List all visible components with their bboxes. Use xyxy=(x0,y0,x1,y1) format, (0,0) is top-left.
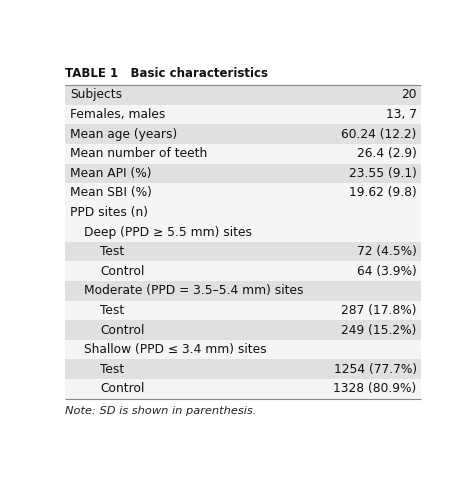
Bar xyxy=(65,359,421,379)
Text: Control: Control xyxy=(100,382,145,395)
Text: 64 (3.9%): 64 (3.9%) xyxy=(357,265,417,278)
Text: Mean SBI (%): Mean SBI (%) xyxy=(70,186,152,199)
Text: TABLE 1   Basic characteristics: TABLE 1 Basic characteristics xyxy=(65,67,268,80)
Bar xyxy=(65,340,421,359)
Bar xyxy=(65,242,421,262)
Bar xyxy=(65,203,421,222)
Text: 249 (15.2%): 249 (15.2%) xyxy=(341,324,417,337)
Text: Mean age (years): Mean age (years) xyxy=(70,127,178,141)
Text: Shallow (PPD ≤ 3.4 mm) sites: Shallow (PPD ≤ 3.4 mm) sites xyxy=(84,343,267,356)
Text: Control: Control xyxy=(100,324,145,337)
Bar xyxy=(65,125,421,144)
Text: 72 (4.5%): 72 (4.5%) xyxy=(357,245,417,258)
Text: Subjects: Subjects xyxy=(70,89,122,102)
Text: Test: Test xyxy=(100,245,125,258)
Text: Mean API (%): Mean API (%) xyxy=(70,167,152,180)
Text: 287 (17.8%): 287 (17.8%) xyxy=(341,304,417,317)
Bar xyxy=(65,379,421,399)
Text: Females, males: Females, males xyxy=(70,108,165,121)
Bar xyxy=(65,144,421,163)
Bar xyxy=(65,105,421,125)
Text: Note: SD is shown in parenthesis.: Note: SD is shown in parenthesis. xyxy=(65,406,256,416)
Text: 20: 20 xyxy=(401,89,417,102)
Bar xyxy=(65,222,421,242)
Text: 1328 (80.9%): 1328 (80.9%) xyxy=(333,382,417,395)
Text: Deep (PPD ≥ 5.5 mm) sites: Deep (PPD ≥ 5.5 mm) sites xyxy=(84,226,252,239)
Bar xyxy=(65,301,421,320)
Text: Test: Test xyxy=(100,304,125,317)
Bar xyxy=(65,85,421,105)
Text: 19.62 (9.8): 19.62 (9.8) xyxy=(349,186,417,199)
Text: PPD sites (n): PPD sites (n) xyxy=(70,206,148,219)
Text: 23.55 (9.1): 23.55 (9.1) xyxy=(349,167,417,180)
Text: 60.24 (12.2): 60.24 (12.2) xyxy=(341,127,417,141)
Bar xyxy=(65,262,421,281)
Text: 1254 (77.7%): 1254 (77.7%) xyxy=(334,363,417,376)
Text: 26.4 (2.9): 26.4 (2.9) xyxy=(357,147,417,160)
Bar xyxy=(65,320,421,340)
Text: Control: Control xyxy=(100,265,145,278)
Text: 13, 7: 13, 7 xyxy=(386,108,417,121)
Text: Moderate (PPD = 3.5–5.4 mm) sites: Moderate (PPD = 3.5–5.4 mm) sites xyxy=(84,285,304,297)
Bar xyxy=(65,183,421,203)
Text: Mean number of teeth: Mean number of teeth xyxy=(70,147,208,160)
Text: Test: Test xyxy=(100,363,125,376)
Bar xyxy=(65,281,421,301)
Bar xyxy=(65,163,421,183)
